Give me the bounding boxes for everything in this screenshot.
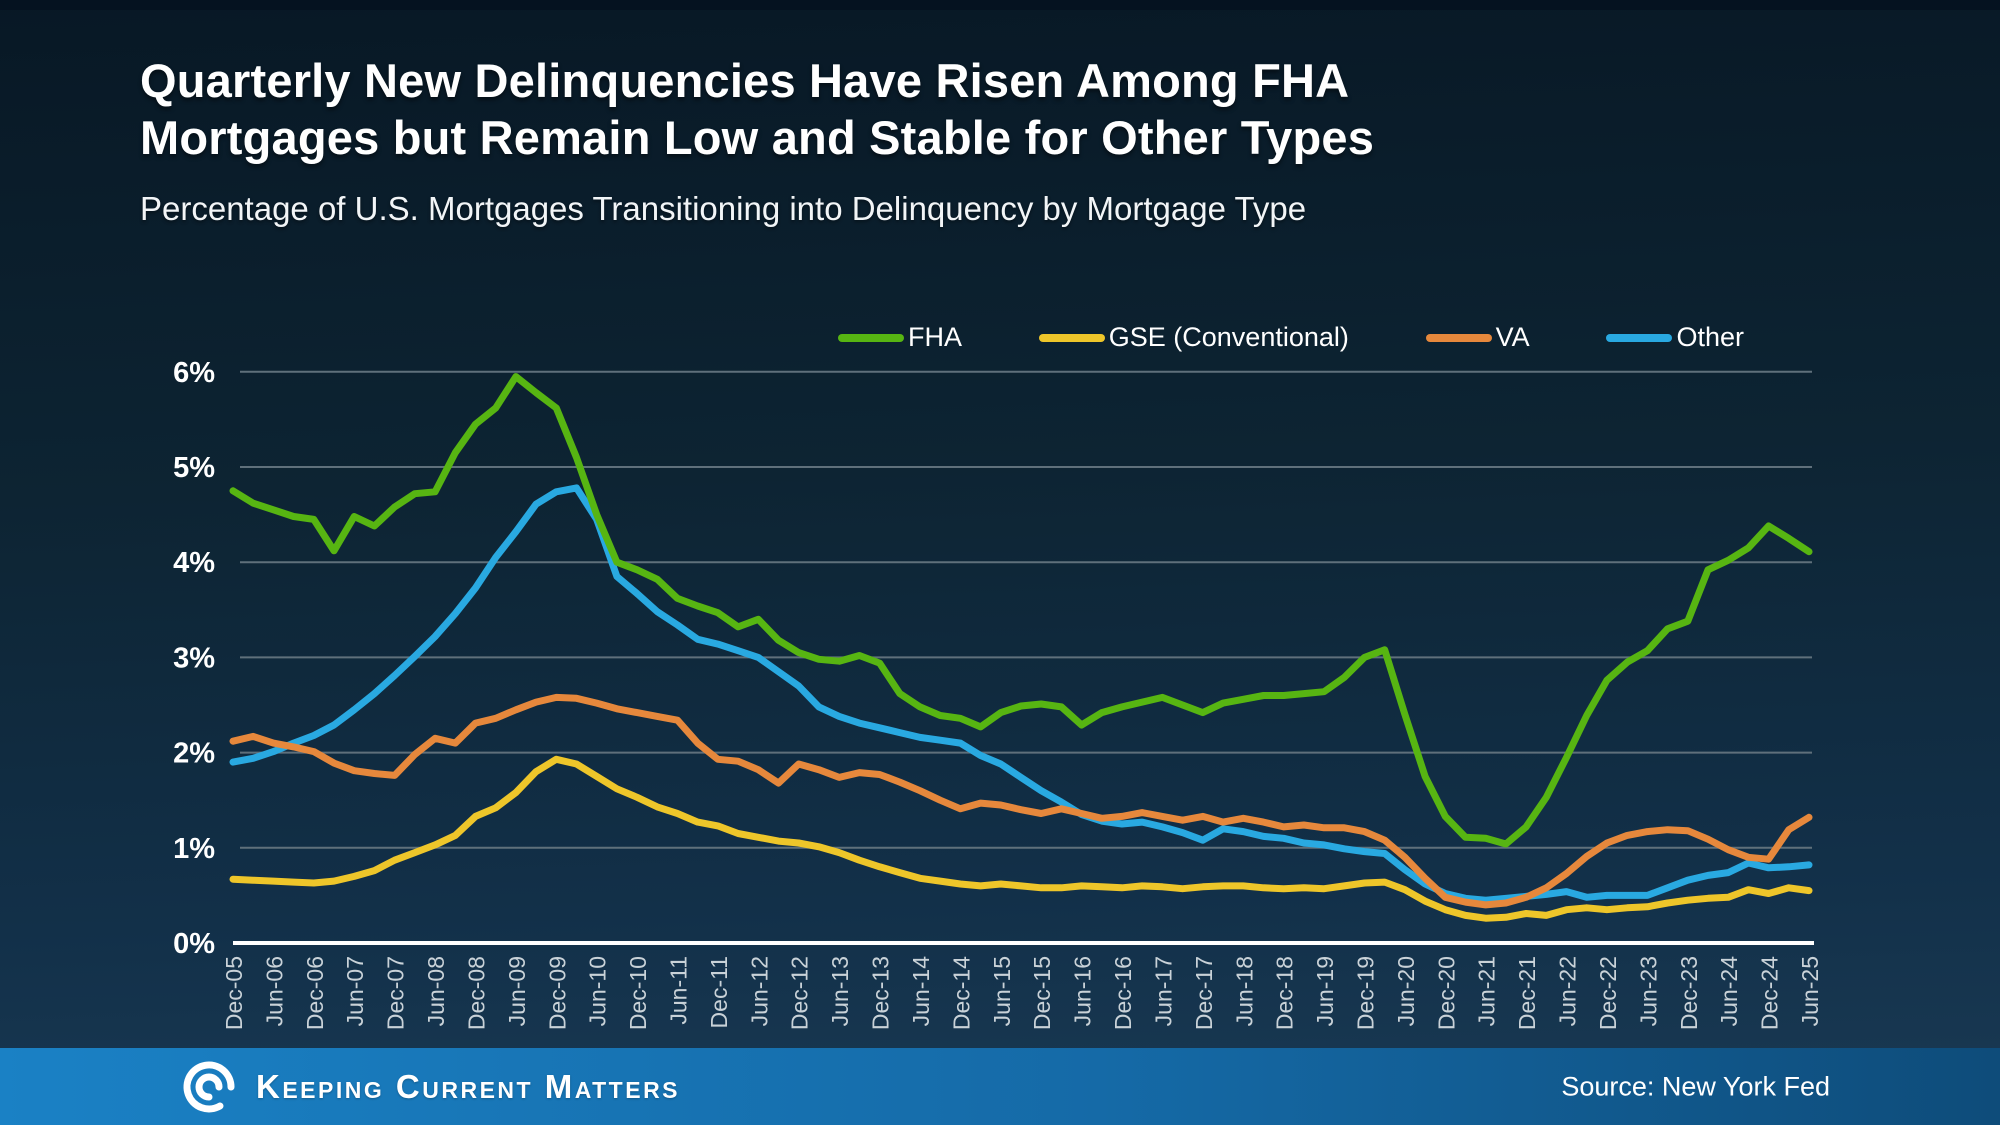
svg-text:3%: 3% bbox=[173, 642, 215, 674]
kcm-swirl-icon bbox=[183, 1060, 235, 1112]
svg-text:Dec-19: Dec-19 bbox=[1352, 956, 1378, 1030]
legend-label: VA bbox=[1495, 322, 1530, 352]
svg-text:Dec-12: Dec-12 bbox=[787, 956, 813, 1030]
footer-bar: Keeping Current Matters Source: New York… bbox=[0, 1048, 2000, 1125]
svg-text:Jun-10: Jun-10 bbox=[585, 956, 611, 1026]
svg-text:Dec-05: Dec-05 bbox=[221, 956, 247, 1030]
svg-text:Jun-21: Jun-21 bbox=[1474, 956, 1500, 1026]
legend-item-fha: FHA bbox=[838, 322, 962, 353]
svg-text:Jun-22: Jun-22 bbox=[1555, 956, 1581, 1026]
chart-subtitle: Percentage of U.S. Mortgages Transitioni… bbox=[140, 190, 1307, 227]
legend-item-gse: GSE (Conventional) bbox=[1038, 322, 1349, 353]
svg-text:Dec-07: Dec-07 bbox=[383, 956, 409, 1030]
fha-line-swatch-icon bbox=[838, 333, 904, 342]
svg-text:Jun-15: Jun-15 bbox=[989, 956, 1015, 1026]
svg-text:Jun-09: Jun-09 bbox=[504, 956, 530, 1026]
svg-text:Dec-10: Dec-10 bbox=[625, 956, 651, 1030]
chart-legend: FHA GSE (Conventional) VA Other bbox=[838, 322, 1744, 353]
svg-text:Jun-20: Jun-20 bbox=[1393, 956, 1419, 1026]
svg-text:Dec-17: Dec-17 bbox=[1191, 956, 1217, 1030]
legend-label: GSE (Conventional) bbox=[1108, 322, 1349, 352]
svg-text:Dec-09: Dec-09 bbox=[544, 956, 570, 1030]
brand-name: Keeping Current Matters bbox=[256, 1067, 681, 1105]
svg-text:Jun-14: Jun-14 bbox=[908, 956, 934, 1027]
svg-text:Jun-19: Jun-19 bbox=[1312, 956, 1338, 1026]
svg-text:Jun-06: Jun-06 bbox=[261, 956, 287, 1026]
delinquency-line-chart: 0% 1% 2% 3% 4% 5% 6% Dec-05 Jun-06 Dec-06 Jun-07 De… bbox=[173, 357, 1823, 1030]
svg-text:Jun-08: Jun-08 bbox=[423, 956, 449, 1026]
svg-text:5%: 5% bbox=[173, 452, 215, 484]
svg-text:Jun-25: Jun-25 bbox=[1797, 956, 1823, 1026]
legend-item-va: VA bbox=[1425, 322, 1530, 353]
svg-text:Dec-18: Dec-18 bbox=[1272, 956, 1298, 1030]
va-line-swatch-icon bbox=[1425, 333, 1492, 342]
svg-text:Dec-24: Dec-24 bbox=[1757, 956, 1783, 1030]
svg-text:Dec-15: Dec-15 bbox=[1029, 956, 1055, 1030]
svg-text:Jun-12: Jun-12 bbox=[746, 956, 772, 1026]
svg-text:6%: 6% bbox=[173, 357, 215, 389]
svg-text:1%: 1% bbox=[173, 833, 215, 865]
svg-text:Dec-08: Dec-08 bbox=[463, 956, 489, 1030]
svg-text:Dec-21: Dec-21 bbox=[1514, 956, 1540, 1030]
legend-item-other: Other bbox=[1606, 322, 1744, 353]
svg-text:2%: 2% bbox=[173, 738, 215, 770]
svg-text:Jun-17: Jun-17 bbox=[1150, 956, 1176, 1026]
svg-text:Dec-22: Dec-22 bbox=[1595, 956, 1621, 1030]
svg-text:Dec-13: Dec-13 bbox=[868, 956, 894, 1030]
legend-label: FHA bbox=[908, 322, 962, 352]
svg-text:Jun-18: Jun-18 bbox=[1231, 956, 1257, 1026]
svg-text:Jun-11: Jun-11 bbox=[666, 956, 692, 1025]
svg-text:Jun-16: Jun-16 bbox=[1070, 956, 1096, 1026]
other-line-swatch-icon bbox=[1606, 333, 1673, 342]
svg-text:Dec-16: Dec-16 bbox=[1110, 956, 1136, 1030]
svg-text:Dec-14: Dec-14 bbox=[948, 956, 974, 1030]
brand-lockup: Keeping Current Matters bbox=[182, 1060, 680, 1114]
svg-text:4%: 4% bbox=[173, 547, 215, 579]
title-line-1: Quarterly New Delinquencies Have Risen A… bbox=[140, 54, 1350, 107]
svg-text:Jun-07: Jun-07 bbox=[342, 956, 368, 1026]
svg-text:0%: 0% bbox=[173, 928, 215, 960]
svg-text:Jun-24: Jun-24 bbox=[1716, 956, 1742, 1027]
svg-text:Jun-23: Jun-23 bbox=[1635, 956, 1661, 1026]
legend-label: Other bbox=[1676, 322, 1744, 352]
svg-text:Dec-06: Dec-06 bbox=[302, 956, 328, 1030]
svg-text:Dec-20: Dec-20 bbox=[1433, 956, 1459, 1030]
svg-text:Dec-23: Dec-23 bbox=[1676, 956, 1702, 1030]
page-title: Quarterly New Delinquencies Have Risen A… bbox=[140, 52, 1880, 167]
gse-line-swatch-icon bbox=[1038, 333, 1105, 342]
svg-text:Dec-11: Dec-11 bbox=[706, 956, 732, 1028]
svg-text:Jun-13: Jun-13 bbox=[827, 956, 853, 1026]
title-line-2: Mortgages but Remain Low and Stable for … bbox=[140, 111, 1375, 165]
source-credit: Source: New York Fed bbox=[1561, 1071, 1830, 1101]
